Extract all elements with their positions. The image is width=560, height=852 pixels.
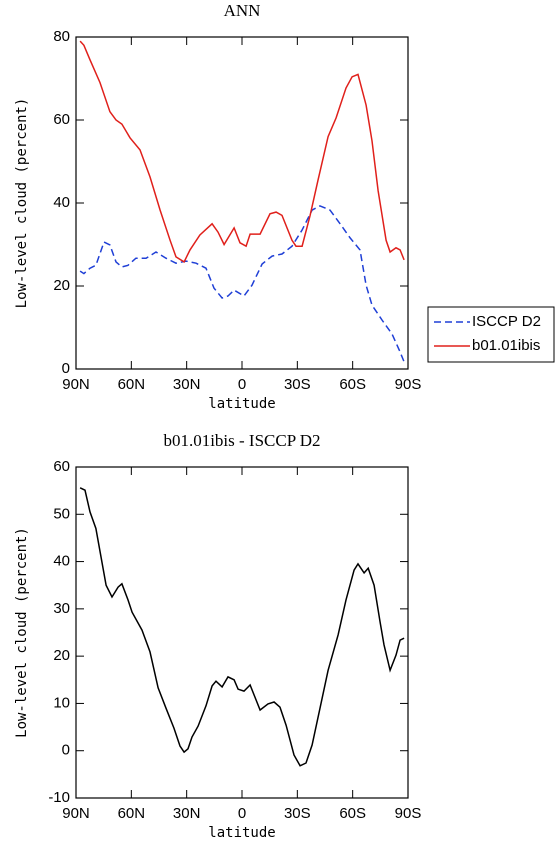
y-tick-label: 20 — [53, 647, 70, 664]
x-tick-label: 60S — [339, 376, 366, 393]
legend-box — [427, 306, 555, 363]
y-axis-label: Low-level cloud (percent) — [14, 98, 30, 309]
data-line — [79, 205, 405, 363]
x-tick-label: 90S — [395, 376, 422, 393]
x-tick-label: 30N — [173, 805, 201, 822]
y-tick-label: 40 — [53, 553, 70, 570]
y-tick-label: 60 — [53, 111, 70, 128]
y-tick-label: 0 — [62, 360, 70, 377]
y-tick-label: 40 — [53, 194, 70, 211]
x-axis-label: latitude — [208, 825, 275, 841]
x-tick-label: 90N — [62, 376, 90, 393]
x-axis-label: latitude — [208, 396, 275, 412]
x-tick-label: 0 — [238, 376, 246, 393]
y-tick-label: 10 — [53, 694, 70, 711]
x-tick-label: 90N — [62, 805, 90, 822]
data-line — [79, 487, 405, 767]
x-tick-label: 30S — [284, 805, 311, 822]
x-tick-label: 60S — [339, 805, 366, 822]
plot-frame — [75, 36, 409, 370]
y-tick-label: -10 — [48, 789, 70, 806]
data-line — [79, 40, 405, 263]
chart-title: ANN — [224, 1, 261, 20]
plot-frame — [75, 466, 409, 799]
legend-label: b01.01ibis — [472, 337, 540, 354]
y-tick-label: 80 — [53, 28, 70, 45]
y-tick-label: 30 — [53, 600, 70, 617]
x-tick-label: 0 — [238, 805, 246, 822]
x-tick-label: 30S — [284, 376, 311, 393]
y-tick-label: 60 — [53, 458, 70, 475]
x-tick-label: 60N — [118, 376, 146, 393]
legend-label: ISCCP D2 — [472, 313, 541, 330]
chart-title: b01.01ibis - ISCCP D2 — [163, 431, 320, 450]
x-tick-label: 60N — [118, 805, 146, 822]
y-tick-label: 0 — [62, 742, 70, 759]
y-tick-label: 20 — [53, 277, 70, 294]
x-tick-label: 90S — [395, 805, 422, 822]
y-axis-label: Low-level cloud (percent) — [14, 527, 30, 738]
y-tick-label: 50 — [53, 505, 70, 522]
x-tick-label: 30N — [173, 376, 201, 393]
